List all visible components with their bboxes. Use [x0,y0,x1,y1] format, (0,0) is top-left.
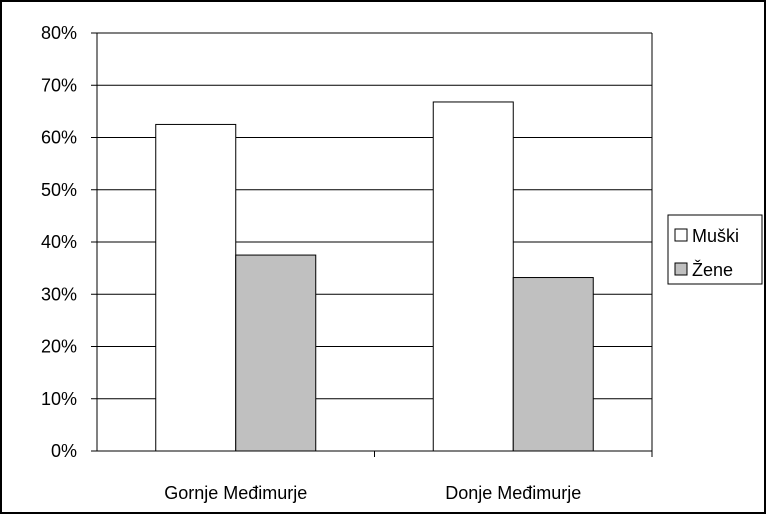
bar-muski [432,101,514,452]
y-tick-label: 50% [41,180,77,200]
bar-zene [512,277,594,452]
legend-swatch [674,228,688,242]
y-tick-label: 80% [41,23,77,43]
category-label: Donje Međimurje [445,483,581,503]
bar-muski [155,123,237,452]
y-tick-label: 70% [41,75,77,95]
legend-label: Žene [692,260,733,280]
y-tick-label: 40% [41,232,77,252]
y-tick-label: 30% [41,284,77,304]
category-label: Gornje Međimurje [164,483,307,503]
legend: Muški Žene [667,214,763,285]
legend-swatch [674,262,688,276]
legend-label: Muški [692,226,739,246]
plot-area: 0% 10% 20% 30% 40% 50% 60% 70% 80% Gornje Međimur… [41,23,653,503]
y-tick-label: 0% [51,441,77,461]
bar-zene [235,254,317,452]
y-tick-label: 60% [41,128,77,148]
y-tick-label: 20% [41,337,77,357]
y-tick-label: 10% [41,389,77,409]
